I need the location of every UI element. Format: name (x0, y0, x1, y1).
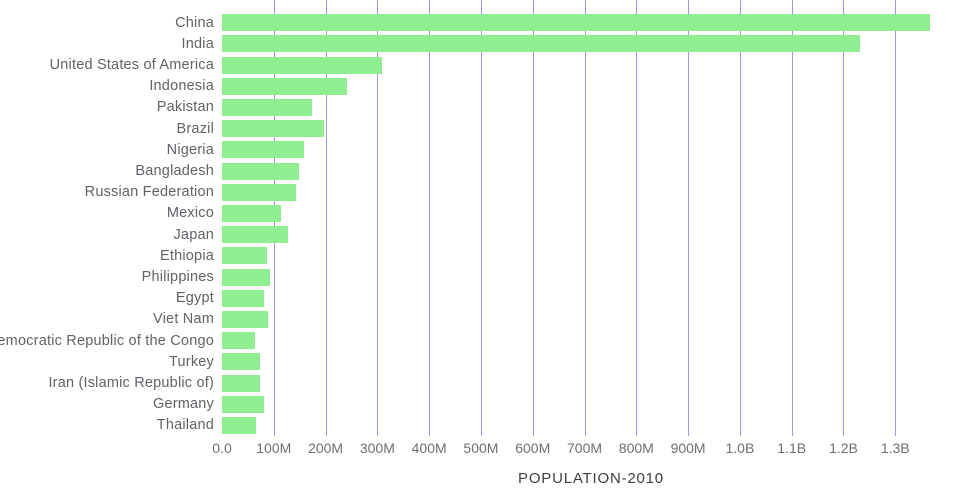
bar-track (222, 351, 960, 372)
bar-track (222, 394, 960, 415)
category-label: Pakistan (156, 99, 214, 116)
tick-label: 1.1B (777, 440, 807, 456)
bar (222, 56, 383, 74)
bar-row: Brazil (0, 118, 960, 139)
bar (222, 120, 324, 138)
bar-row: Indonesia (0, 76, 960, 97)
tick-label: 500M (463, 440, 499, 456)
bar-row: Iran (Islamic Republic of) (0, 372, 960, 393)
bar-row: Nigeria (0, 139, 960, 160)
bar (222, 77, 348, 95)
bar-row: Egypt (0, 288, 960, 309)
category-label: India (181, 35, 214, 52)
bar (222, 268, 271, 286)
bar-track (222, 330, 960, 351)
bar (222, 289, 265, 307)
bar-rows: China India United States of America Indone… (0, 12, 960, 436)
tick-label: 100M (256, 440, 292, 456)
category-label: United States of America (49, 57, 214, 73)
bar (222, 226, 289, 244)
bar (222, 204, 282, 222)
tick-label: 600M (515, 440, 551, 456)
bar-row: Germany (0, 394, 960, 415)
category-label: Germany (152, 396, 214, 413)
bar-track (222, 54, 960, 75)
bar-row: Ethiopia (0, 245, 960, 266)
bar (222, 141, 304, 159)
tick-label: 700M (567, 440, 603, 456)
bar-track (222, 139, 960, 160)
tick-label: 0.0 (212, 440, 232, 456)
bar (222, 416, 257, 434)
bar-row: Pakistan (0, 97, 960, 118)
category-label: Indonesia (149, 78, 214, 95)
bar-row: United States of America (0, 54, 960, 75)
bar-row: China (0, 12, 960, 33)
bar-track (222, 288, 960, 309)
bar-track (222, 415, 960, 436)
category-label: Brazil (176, 120, 214, 137)
bar (222, 310, 268, 328)
bar-row: Philippines (0, 266, 960, 287)
bar-row: Democratic Republic of the Congo (0, 330, 960, 351)
bar-track (222, 245, 960, 266)
tick-label: 800M (618, 440, 654, 456)
bar (222, 332, 256, 350)
bar (222, 247, 268, 265)
category-label: Ethiopia (160, 247, 214, 264)
category-label: Democratic Republic of the Congo (0, 332, 214, 349)
bar-row: Thailand (0, 415, 960, 436)
tick-label: 1.0B (725, 440, 755, 456)
bar-track (222, 266, 960, 287)
tick-label: 400M (411, 440, 447, 456)
bar-track (222, 372, 960, 393)
category-label: Russian Federation (84, 184, 214, 201)
bar-track (222, 97, 960, 118)
bar-track (222, 224, 960, 245)
bar-track (222, 118, 960, 139)
bar-track (222, 33, 960, 54)
category-label: Iran (Islamic Republic of) (48, 375, 214, 392)
bar-track (222, 76, 960, 97)
tick-label: 200M (308, 440, 344, 456)
category-label: China (175, 14, 214, 31)
bar-row: Japan (0, 224, 960, 245)
bar-track (222, 309, 960, 330)
category-label: Japan (173, 226, 214, 243)
tick-label: 300M (359, 440, 395, 456)
x-axis-title: POPULATION-2010 (518, 470, 664, 487)
bar-track (222, 12, 960, 33)
bar-track (222, 160, 960, 181)
category-label: Philippines (141, 269, 214, 286)
tick-label: 1.2B (829, 440, 858, 456)
bar (222, 35, 860, 53)
bar (222, 98, 313, 116)
bar-row: Russian Federation (0, 182, 960, 203)
bar (222, 183, 297, 201)
tick-label: 1.3B (880, 440, 910, 456)
bar-row: Turkey (0, 351, 960, 372)
x-axis-ticks: 0.0 100M 200M 300M 400M 500M 600M 700M 800M 900M 1… (212, 440, 960, 460)
category-label: Thailand (156, 417, 214, 434)
bar (222, 353, 260, 371)
tick-label: 900M (670, 440, 706, 456)
bar (222, 374, 261, 392)
category-label: Turkey (169, 353, 214, 370)
bar-row: Viet Nam (0, 309, 960, 330)
bar-row: Mexico (0, 203, 960, 224)
category-label: Viet Nam (153, 311, 214, 328)
category-label: Nigeria (166, 141, 214, 158)
bar (222, 395, 264, 413)
bar-track (222, 182, 960, 203)
bar-track (222, 203, 960, 224)
category-label: Egypt (175, 290, 214, 307)
bar-row: India (0, 33, 960, 54)
category-label: Mexico (166, 205, 214, 222)
bar-row: Bangladesh (0, 160, 960, 181)
category-label: Bangladesh (135, 163, 214, 180)
bar (222, 14, 931, 32)
bar (222, 162, 299, 180)
